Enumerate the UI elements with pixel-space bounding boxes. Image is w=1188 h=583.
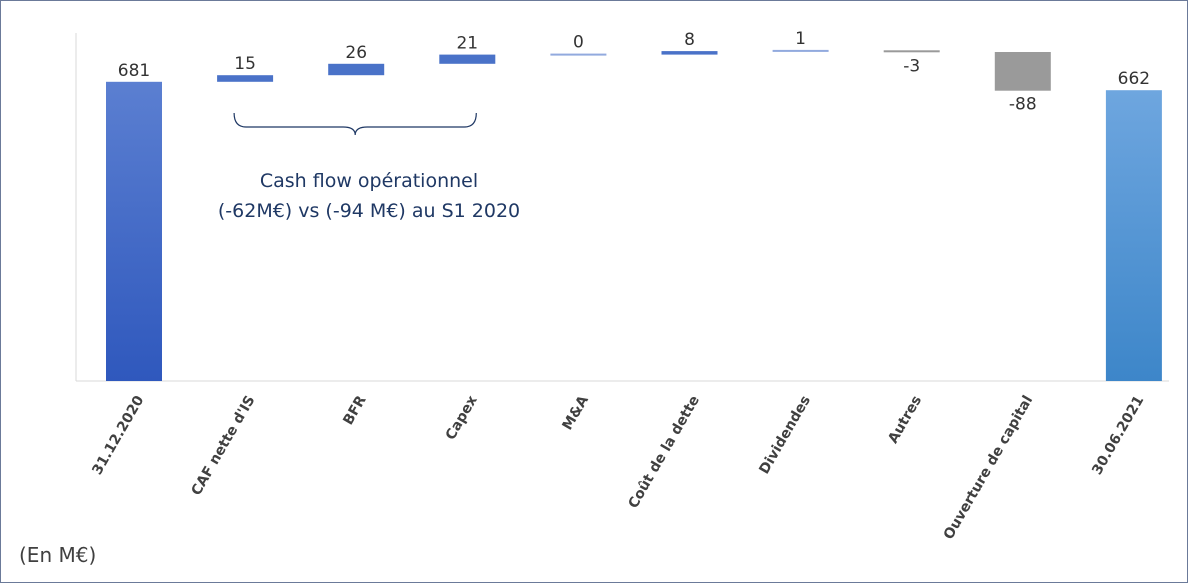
data-label: 1 [795, 29, 806, 49]
bar [550, 53, 607, 56]
category-label: Capex [443, 393, 481, 443]
data-label: 26 [345, 43, 367, 63]
unit-label: (En M€) [19, 543, 97, 567]
data-label: 15 [234, 54, 256, 74]
data-label: 0 [573, 33, 584, 53]
category-label: CAF nette d'IS [189, 393, 259, 498]
bar [772, 49, 829, 52]
bar [106, 81, 162, 382]
category-label: 30.06.2021 [1089, 393, 1147, 478]
data-label: -3 [903, 56, 920, 76]
bar [328, 63, 385, 76]
annotation-bracket [233, 112, 477, 136]
category-label: BFR [340, 393, 369, 428]
category-label: 31.12.2020 [89, 393, 147, 478]
data-label: 681 [118, 61, 150, 81]
bar [994, 52, 1051, 91]
bar [1105, 90, 1162, 381]
category-labels-group: 31.12.2020 CAF nette d'IS BFR Capex M&A Coût … [89, 393, 1147, 543]
data-label: 662 [1118, 69, 1150, 89]
data-label: 21 [456, 34, 478, 54]
annotation-line-1: Cash flow opérationnel [260, 170, 478, 192]
category-label: Coût de la dette [625, 393, 703, 511]
bar [439, 54, 496, 64]
bars-group [106, 49, 1162, 382]
category-label: Autres [885, 393, 925, 446]
bar [661, 51, 718, 55]
data-label: 8 [684, 30, 695, 50]
data-label: -88 [1009, 95, 1037, 115]
category-label: Ouverture de capital [941, 393, 1036, 542]
category-label: M&A [560, 393, 592, 433]
category-label: Dividendes [756, 393, 814, 477]
value-labels-group: 681 15 26 21 0 8 1 -3 -88 662 [118, 29, 1150, 115]
bar [217, 75, 274, 82]
annotation-line-2: (-62M€) vs (-94 M€) au S1 2020 [218, 200, 520, 222]
bar [883, 50, 940, 53]
